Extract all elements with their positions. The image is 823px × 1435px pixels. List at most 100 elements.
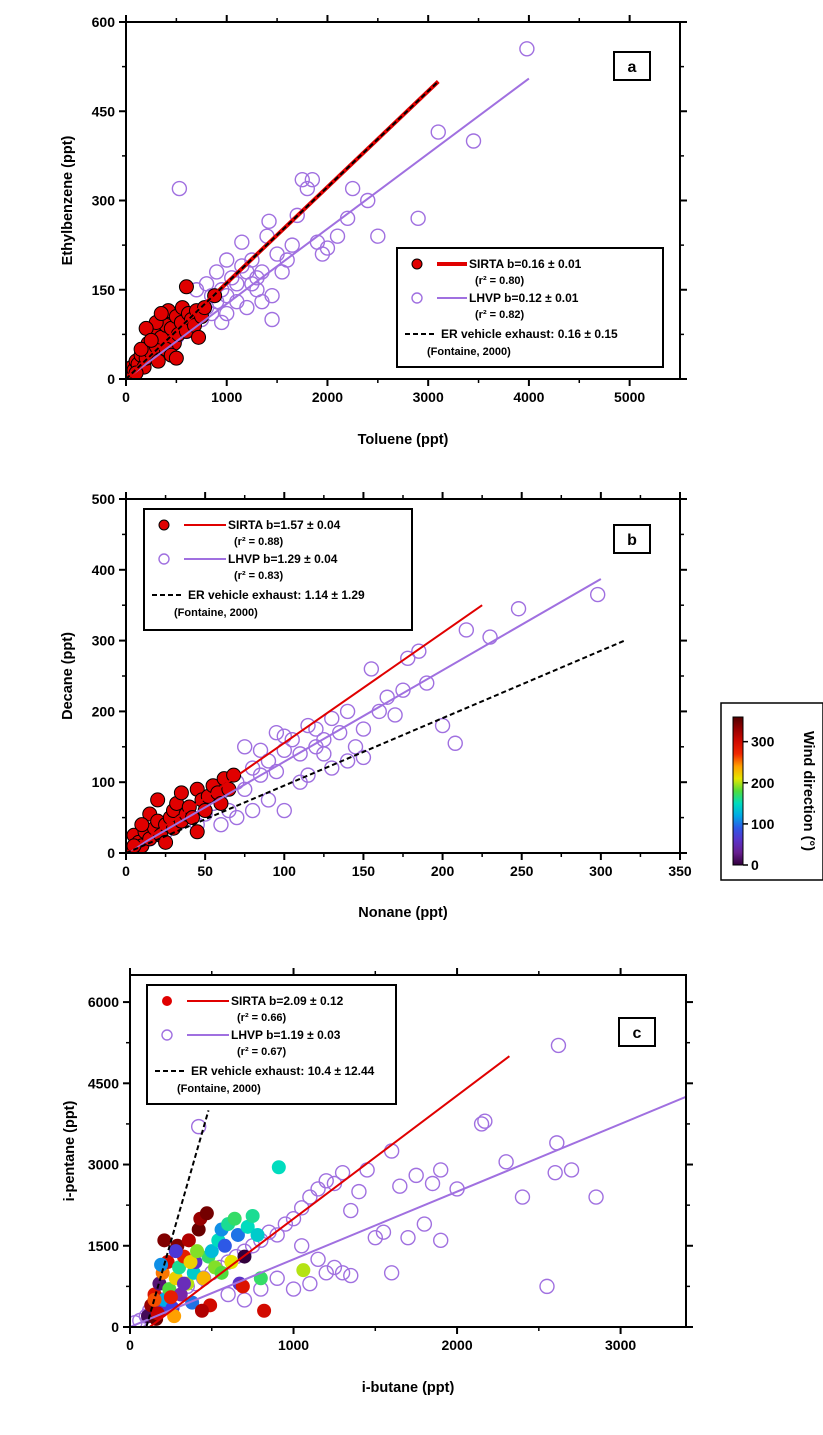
lhvp-point bbox=[229, 276, 245, 292]
lhvp-point bbox=[284, 732, 300, 748]
lhvp-point bbox=[375, 1224, 392, 1240]
lhvp-point bbox=[264, 288, 280, 304]
y-axis-title: Decane (ppt) bbox=[60, 632, 76, 720]
lhvp-point bbox=[319, 240, 336, 256]
lhvp-point bbox=[284, 237, 300, 253]
x-tick-label: 1000 bbox=[211, 389, 242, 405]
sirta-point bbox=[158, 834, 174, 850]
lhvp-point bbox=[268, 763, 285, 780]
lhvp-point bbox=[294, 1238, 310, 1254]
panel-label-box bbox=[613, 51, 651, 81]
y-tick-label: 400 bbox=[92, 562, 116, 578]
lhvp-point bbox=[355, 749, 372, 766]
lhvp-point bbox=[208, 264, 225, 280]
lhvp-point bbox=[260, 792, 277, 808]
lhvp-point bbox=[310, 1181, 326, 1197]
lhvp-point bbox=[294, 171, 310, 188]
legend-box bbox=[146, 984, 397, 1105]
legend-er-ref: (Fontaine, 2000) bbox=[177, 1083, 261, 1095]
sirta-point bbox=[150, 792, 166, 808]
lhvp-point bbox=[239, 299, 255, 316]
legend-lhvp-label: LHVP b=0.12 ± 0.01 bbox=[469, 291, 579, 305]
lhvp-point bbox=[276, 728, 292, 744]
lhvp-fit-line bbox=[130, 1095, 686, 1327]
legend-sirta-label: SIRTA b=1.57 ± 0.04 bbox=[228, 518, 341, 532]
legend-sirta-marker bbox=[162, 996, 172, 1006]
sirta-point bbox=[178, 279, 194, 295]
colorbar-title: Wind direction (°) bbox=[800, 731, 816, 851]
legend-er-label: ER vehicle exhaust: 10.4 ± 12.44 bbox=[191, 1064, 375, 1078]
legend-sirta-r2: (r² = 0.88) bbox=[234, 536, 284, 548]
x-axis-title: Nonane (ppt) bbox=[358, 905, 448, 921]
lhvp-point bbox=[285, 1210, 302, 1227]
sirta-point bbox=[153, 306, 169, 322]
lhvp-point bbox=[326, 1259, 343, 1276]
colorbar-gradient bbox=[732, 716, 744, 866]
lhvp-point bbox=[299, 180, 316, 197]
lhvp-point bbox=[465, 133, 482, 149]
y-tick-label: 300 bbox=[92, 193, 116, 209]
x-tick-label: 3000 bbox=[605, 1337, 636, 1353]
x-tick-label: 50 bbox=[197, 863, 213, 879]
sirta-point bbox=[224, 1255, 239, 1270]
lhvp-point bbox=[589, 586, 606, 603]
legend-er-ref: (Fontaine, 2000) bbox=[174, 607, 258, 619]
y-tick-label: 300 bbox=[92, 633, 116, 649]
lhvp-point bbox=[220, 1286, 236, 1303]
lhvp-point bbox=[279, 252, 295, 268]
colorbar-tick-label: 100 bbox=[751, 816, 775, 832]
legend-lhvp-r2: (r² = 0.82) bbox=[475, 309, 525, 321]
plot-area bbox=[130, 1037, 686, 1327]
lhvp-point bbox=[550, 1037, 567, 1054]
lhvp-point bbox=[355, 721, 372, 737]
lhvp-point bbox=[588, 1189, 604, 1205]
lhvp-point bbox=[370, 228, 386, 244]
legend-sirta-r2: (r² = 0.80) bbox=[475, 275, 525, 287]
lhvp-point bbox=[269, 1227, 285, 1243]
sirta-point bbox=[240, 1219, 255, 1234]
lhvp-point bbox=[430, 124, 446, 140]
lhvp-point bbox=[400, 650, 416, 666]
y-tick-label: 150 bbox=[92, 282, 116, 298]
axes-frame bbox=[129, 974, 687, 1328]
lhvp-point bbox=[400, 1229, 416, 1246]
sirta-point bbox=[183, 1255, 198, 1270]
y-axis-title: Ethylbenzene (ppt) bbox=[60, 135, 76, 265]
lhvp-point bbox=[510, 601, 527, 617]
y-tick-label: 0 bbox=[111, 1319, 119, 1335]
sirta-point bbox=[204, 1244, 219, 1259]
lhvp-point bbox=[329, 228, 346, 244]
y-tick-label: 6000 bbox=[88, 994, 119, 1010]
legend-er-label: ER vehicle exhaust: 0.16 ± 0.15 bbox=[441, 327, 618, 341]
lhvp-point bbox=[244, 276, 260, 292]
sirta-point bbox=[194, 1303, 209, 1318]
lhvp-point bbox=[363, 661, 380, 677]
sirta-point bbox=[226, 767, 242, 783]
lhvp-point bbox=[261, 213, 277, 230]
lhvp-point bbox=[300, 717, 316, 734]
x-tick-label: 150 bbox=[352, 863, 376, 879]
sirta-point bbox=[134, 817, 150, 833]
lhvp-point bbox=[219, 252, 235, 268]
lhvp-point bbox=[351, 1183, 367, 1200]
panel-label-box bbox=[618, 1017, 656, 1047]
legend-lhvp-label: LHVP b=1.29 ± 0.04 bbox=[228, 552, 338, 566]
y-tick-label: 0 bbox=[107, 845, 115, 861]
lhvp-point bbox=[339, 703, 356, 720]
legend-sirta-label: SIRTA b=2.09 ± 0.12 bbox=[231, 994, 344, 1008]
panel-label: c bbox=[633, 1025, 642, 1042]
legend: SIRTA b=1.57 ± 0.04 (r² = 0.88) LHVP b=1.2… bbox=[143, 508, 413, 631]
lhvp-point bbox=[514, 1189, 531, 1205]
y-tick-label: 100 bbox=[92, 774, 116, 790]
y-tick-label: 3000 bbox=[88, 1157, 119, 1173]
colorbar-tick-label: 0 bbox=[751, 857, 759, 873]
x-tick-label: 100 bbox=[273, 863, 297, 879]
lhvp-point bbox=[473, 1116, 490, 1132]
colorbar-tick-label: 200 bbox=[751, 775, 775, 791]
lhvp-point bbox=[252, 742, 269, 759]
lhvp-point bbox=[434, 717, 451, 734]
lhvp-point bbox=[219, 305, 235, 322]
x-tick-label: 2000 bbox=[312, 389, 343, 405]
